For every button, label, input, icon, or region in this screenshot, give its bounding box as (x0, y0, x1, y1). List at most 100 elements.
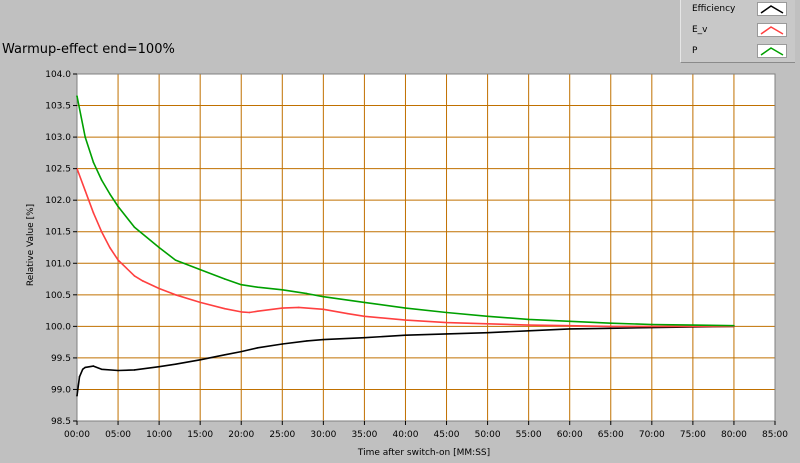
data-point-e-v (486, 323, 489, 325)
data-point-e-v (692, 325, 694, 328)
data-point-e-v (609, 325, 612, 328)
series-lines (76, 95, 735, 397)
legend-label-efficiency: Efficiency (692, 4, 736, 14)
data-point-e-v (133, 275, 136, 277)
data-point-efficiency (224, 353, 226, 356)
x-tick-label: 25:00 (269, 430, 295, 440)
data-point-p (568, 320, 571, 323)
data-point-efficiency (92, 365, 95, 367)
x-tick-label: 65:00 (598, 430, 624, 440)
data-point-e-v (322, 308, 325, 311)
data-point-p (100, 179, 103, 181)
y-tick-label: 103.5 (45, 102, 71, 112)
data-point-e-v (568, 324, 571, 327)
data-point-p (445, 311, 448, 314)
x-tick-label: 00:00 (64, 430, 90, 440)
legend-line-icon-e-v (760, 26, 784, 35)
data-point-e-v (174, 294, 177, 296)
y-tick-label: 100.5 (45, 291, 71, 301)
data-point-efficiency (174, 363, 177, 366)
x-tick-label: 30:00 (310, 430, 336, 440)
legend-label-p: P (692, 46, 698, 56)
y-tick-label: 102.0 (45, 196, 71, 206)
data-point-p (117, 205, 119, 208)
data-point-p (692, 324, 694, 326)
legend[interactable]: Efficiency E_v P (680, 0, 795, 63)
data-point-efficiency (100, 368, 103, 371)
data-point-e-v (651, 325, 653, 328)
data-point-p (76, 95, 78, 97)
data-point-p (733, 324, 735, 327)
legend-swatch-p (757, 44, 787, 58)
data-point-efficiency (568, 328, 571, 330)
data-point-p (224, 278, 226, 280)
data-point-e-v (445, 321, 448, 324)
data-point-p (306, 292, 308, 295)
data-point-p (363, 301, 366, 304)
x-tick-label: 85:00 (762, 430, 788, 440)
y-tick-label: 104.0 (45, 70, 71, 80)
data-point-efficiency (256, 347, 259, 349)
data-point-efficiency (404, 334, 407, 336)
data-point-efficiency (78, 376, 81, 378)
x-tick-label: 35:00 (351, 430, 377, 440)
data-point-efficiency (363, 336, 366, 339)
x-tick-label: 40:00 (393, 430, 419, 440)
x-axis-title: Time after switch-on [MM:SS] (357, 448, 490, 458)
data-point-e-v (224, 307, 226, 310)
data-point-p (92, 161, 95, 164)
x-tick-label: 50:00 (475, 430, 501, 440)
data-point-p (281, 288, 284, 291)
y-tick-label: 101.5 (45, 228, 71, 238)
data-point-e-v (158, 287, 160, 290)
x-tick-label: 75:00 (680, 430, 706, 440)
x-tick-label: 70:00 (639, 430, 665, 440)
x-tick-label: 15:00 (187, 430, 213, 440)
x-tick-label: 80:00 (721, 430, 747, 440)
data-point-p (84, 136, 87, 138)
data-point-p (322, 295, 325, 298)
y-tick-label: 101.0 (45, 259, 71, 269)
legend-item-efficiency[interactable]: Efficiency (681, 0, 795, 20)
legend-item-p[interactable]: P (681, 42, 795, 62)
data-point-efficiency (651, 326, 653, 329)
data-point-efficiency (281, 343, 284, 345)
data-point-e-v (527, 324, 530, 326)
y-tick-label: 103.0 (45, 133, 71, 143)
legend-swatch-e-v (757, 23, 787, 37)
data-point-efficiency (445, 333, 448, 335)
data-point-efficiency (81, 368, 84, 371)
x-tick-label: 60:00 (557, 430, 583, 440)
data-point-efficiency (240, 350, 243, 353)
legend-line-icon-efficiency (760, 5, 784, 14)
data-point-efficiency (609, 327, 612, 330)
plot-area (77, 74, 775, 421)
x-tick-label: 45:00 (434, 430, 460, 440)
data-point-efficiency (84, 366, 87, 369)
data-point-p (256, 286, 259, 289)
series-e-v (76, 167, 735, 328)
data-point-e-v (109, 246, 111, 249)
legend-item-e-v[interactable]: E_v (681, 21, 795, 41)
data-point-p (609, 322, 612, 325)
data-point-efficiency (306, 340, 308, 342)
series-line-p (76, 95, 734, 327)
data-point-p (174, 259, 177, 261)
data-point-e-v (117, 259, 119, 261)
data-point-efficiency (158, 365, 160, 368)
y-axis: 98.5 99.0 99.5 100.0 100.5 101.0 101.5 102.0 102… (45, 70, 77, 427)
x-tick-label: 20:00 (228, 430, 254, 440)
data-point-efficiency (199, 359, 201, 361)
data-point-efficiency (322, 338, 325, 341)
x-tick-label: 10:00 (146, 430, 172, 440)
data-point-p (486, 315, 489, 318)
x-tick-label: 05:00 (105, 430, 131, 440)
data-point-p (158, 246, 160, 249)
data-point-e-v (363, 315, 366, 318)
data-point-efficiency (527, 329, 530, 332)
legend-line-icon-p (760, 47, 784, 56)
legend-swatch-efficiency (757, 2, 787, 16)
data-point-e-v (281, 307, 284, 309)
data-point-p (527, 318, 530, 321)
